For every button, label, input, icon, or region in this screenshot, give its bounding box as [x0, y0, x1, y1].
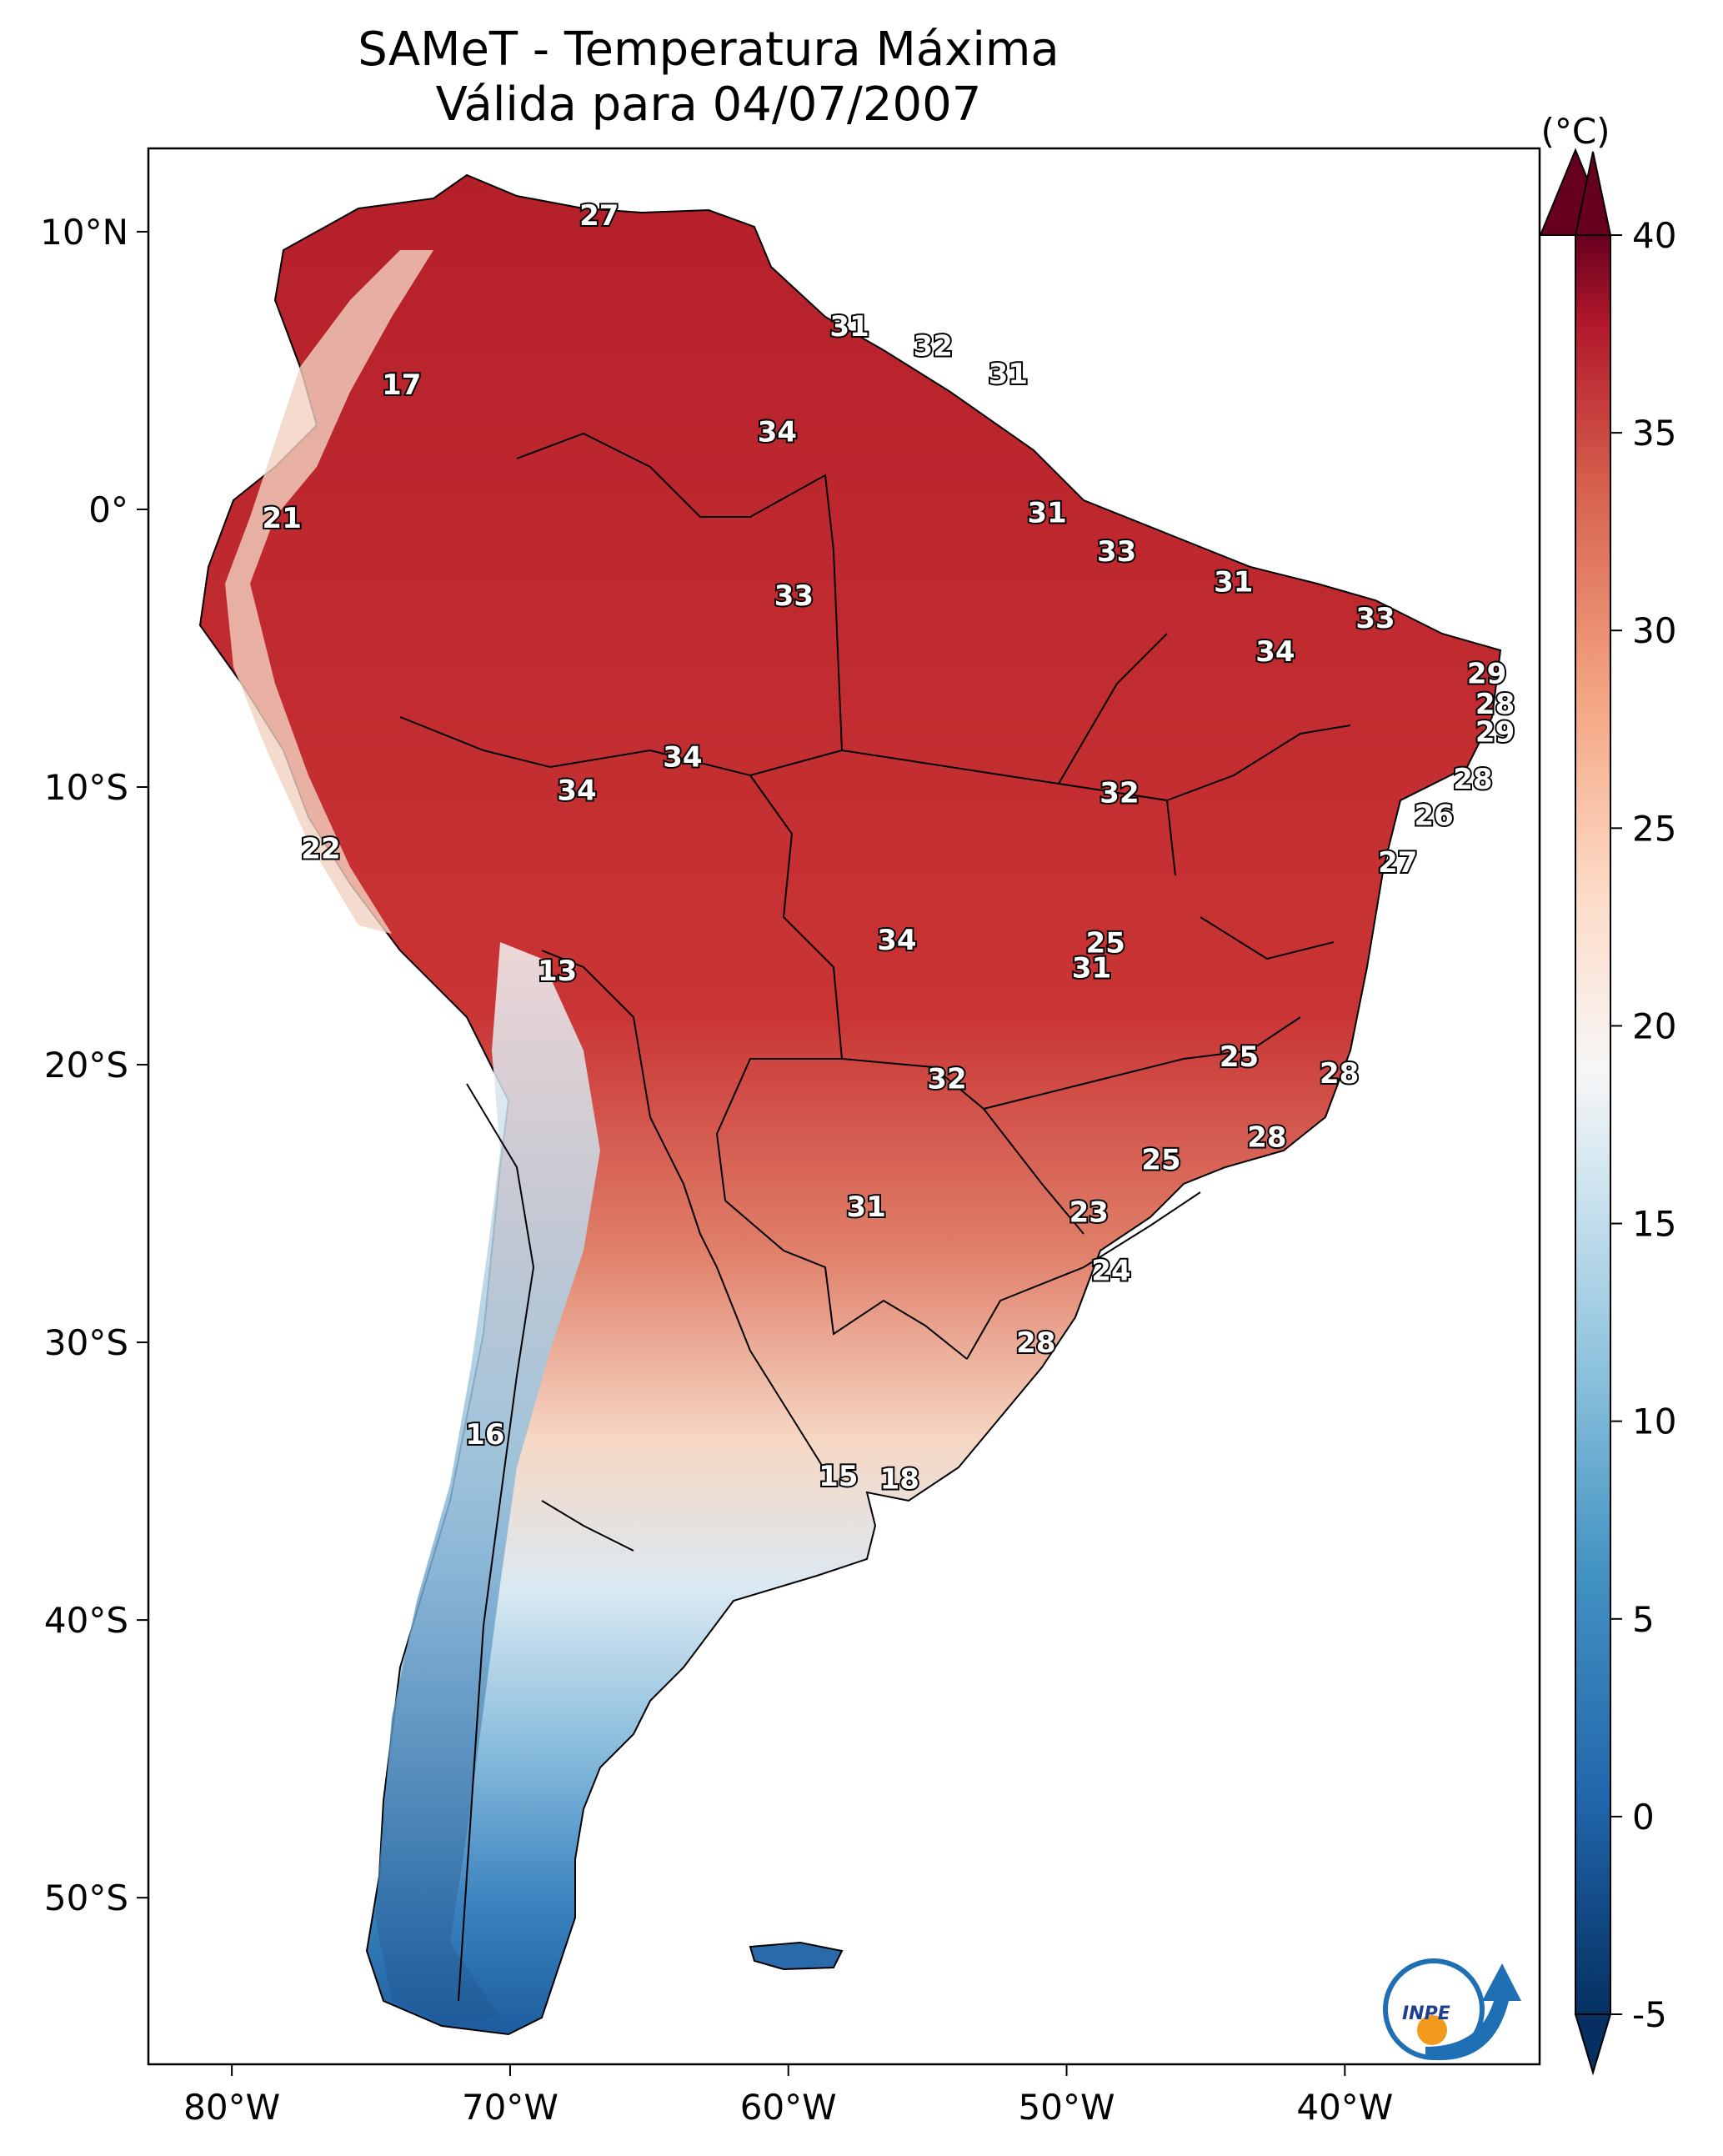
temperature-label: 34: [1255, 635, 1295, 669]
south-america-land: [198, 173, 1502, 2036]
chart-title-line2: Válida para 04/07/2007: [435, 78, 982, 132]
temperature-label: 32: [1099, 777, 1139, 810]
temperature-label: 16: [465, 1418, 504, 1452]
lat-tick-label: 10°S: [44, 767, 128, 808]
lat-tick-label: 30°S: [44, 1322, 128, 1363]
longitude-ticks: 80°W 70°W 60°W 50°W 40°W: [183, 2064, 1393, 2128]
colorbar-tick-label: 40: [1632, 215, 1676, 256]
temperature-label: 22: [301, 832, 340, 865]
map-frame: [147, 147, 1541, 2066]
inpe-logo: INPE: [1383, 1958, 1521, 2061]
lon-tick-label: 50°W: [1019, 2087, 1115, 2128]
temperature-label: 31: [830, 310, 869, 343]
temperature-label: 34: [877, 924, 916, 957]
temperature-label: 27: [579, 199, 619, 233]
lon-tick-label: 70°W: [462, 2087, 558, 2128]
temperature-label: 21: [263, 502, 302, 535]
temperature-label: 34: [758, 416, 797, 449]
lat-tick-label: 40°S: [44, 1600, 128, 1641]
temperature-label: 27: [1378, 846, 1417, 880]
colorbar-bar: [1575, 234, 1611, 2015]
temperature-label: 29: [1467, 657, 1506, 690]
temperature-label: 33: [1355, 602, 1395, 635]
colorbar-tick-label: -5: [1632, 1994, 1667, 2035]
temperature-label: 29: [1475, 715, 1515, 749]
chart-title-line1: SAMeT - Temperatura Máxima: [358, 23, 1059, 77]
temperature-label: 24: [1091, 1254, 1130, 1287]
temperature-label: 34: [663, 740, 702, 774]
temperature-label: 28: [1453, 763, 1492, 796]
temperature-label: 26: [1414, 799, 1453, 832]
lat-tick-label: 0°: [88, 489, 128, 530]
temperature-label: 32: [927, 1063, 966, 1096]
temperature-label: 13: [538, 955, 577, 988]
colorbar-tick-label: 15: [1632, 1204, 1676, 1245]
colorbar-ticks: 40 35 30 25 20 15 10 5 0 -5: [1610, 215, 1676, 2035]
colorbar-tick-label: 10: [1632, 1401, 1676, 1442]
falkland-islands: [749, 1941, 844, 1971]
colorbar-tick-label: 30: [1632, 610, 1676, 651]
temperature-label: 31: [847, 1191, 886, 1224]
temperature-label: 33: [774, 579, 814, 613]
temperature-label: 25: [1220, 1040, 1259, 1074]
colorbar-tick-label: 0: [1632, 1797, 1655, 1838]
colorbar-tick-label: 35: [1632, 413, 1676, 454]
colorbar-unit: (°C): [1540, 111, 1610, 152]
lat-tick-label: 20°S: [44, 1045, 128, 1086]
temperature-label: 33: [1097, 535, 1136, 569]
colorbar-tick-label: 20: [1632, 1005, 1676, 1046]
colorbar-tick-label: 5: [1632, 1599, 1655, 1640]
lon-tick-label: 80°W: [183, 2087, 280, 2128]
temperature-label: 17: [382, 369, 421, 402]
temperature-label: 28: [1475, 688, 1515, 721]
temperature-label: 25: [1086, 927, 1125, 960]
temperature-label: 15: [819, 1460, 858, 1493]
logo-text: INPE: [1402, 2003, 1450, 2024]
temperature-label: 18: [880, 1462, 919, 1496]
colorbar: (°C) 40 35 30 25 20 15 10 5 0 -5: [1539, 111, 1676, 2076]
lon-tick-label: 60°W: [740, 2087, 837, 2128]
colorbar-extend-bottom: [1574, 2013, 1612, 2076]
lon-tick-label: 40°W: [1296, 2087, 1393, 2128]
temperature-label: 31: [1214, 566, 1253, 599]
temperature-label: 28: [1247, 1121, 1286, 1155]
andes-cool-band: [375, 942, 600, 2026]
temperature-label: 28: [1320, 1057, 1359, 1091]
logo-arrow: [1425, 1963, 1521, 2061]
lat-tick-label: 50°S: [44, 1878, 128, 1918]
temperature-label: 31: [1072, 951, 1111, 985]
country-borders: [399, 432, 1351, 2002]
map-area: [198, 173, 1502, 2036]
temperature-label: 23: [1069, 1196, 1109, 1230]
temperature-label: 25: [1141, 1143, 1180, 1176]
temperature-label: 31: [989, 358, 1028, 391]
lat-tick-label: 10°N: [40, 212, 128, 253]
temperature-label: 28: [1016, 1326, 1055, 1360]
colorbar-tick-label: 25: [1632, 808, 1676, 849]
colorbar-top-triangle: [1574, 151, 1612, 236]
northern-andes-band: [225, 250, 433, 934]
temperature-label: 32: [914, 329, 953, 363]
temperature-label: 31: [1028, 496, 1067, 529]
logo-sun: [1417, 2015, 1447, 2045]
temperature-label: 34: [557, 774, 596, 807]
latitude-ticks: 10°N 0° 10°S 20°S 30°S 40°S 50°S: [40, 212, 148, 1918]
